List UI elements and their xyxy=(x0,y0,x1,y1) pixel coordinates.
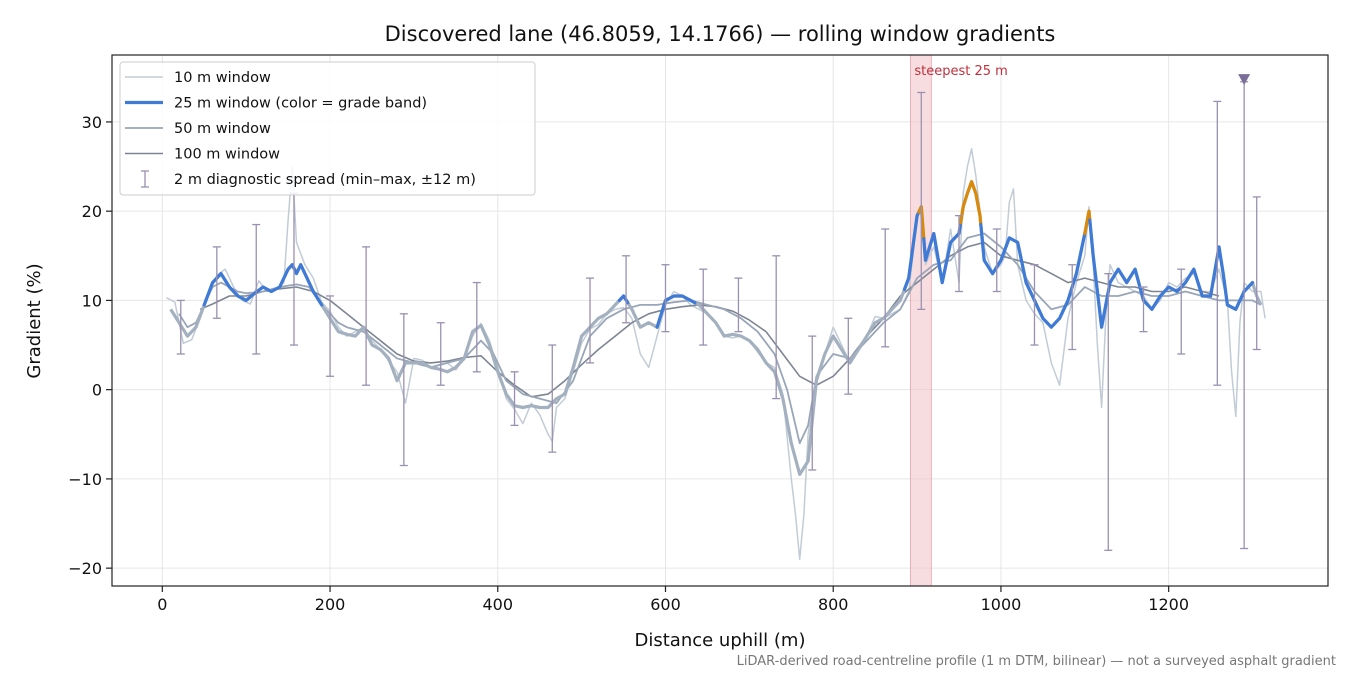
errorbar xyxy=(252,223,261,355)
errorbar xyxy=(955,214,964,293)
legend-label: 2 m diagnostic spread (min–max, ±12 m) xyxy=(174,172,476,188)
steepest-highlight: steepest 25 m xyxy=(909,54,1008,587)
errorbar xyxy=(289,192,298,346)
series-25m-band xyxy=(1083,209,1092,236)
x-tick-label: 1200 xyxy=(1148,595,1189,614)
series-25m-band xyxy=(979,223,1087,329)
errorbar xyxy=(1213,100,1222,386)
errorbar xyxy=(212,246,221,319)
x-tick-label: 400 xyxy=(482,595,513,614)
errorbar xyxy=(917,91,926,310)
errorbar xyxy=(699,268,708,346)
errorbar xyxy=(1177,268,1186,355)
errorbar xyxy=(1252,196,1261,351)
errorbar xyxy=(176,299,185,355)
errorbar xyxy=(992,228,1001,293)
errorbar xyxy=(772,255,781,400)
y-tick-label: −20 xyxy=(68,559,102,578)
footnote: LiDAR-derived road-centreline profile (1… xyxy=(737,654,1336,669)
errorbar xyxy=(881,228,890,348)
y-tick-label: 20 xyxy=(82,202,102,221)
steepest-label: steepest 25 m xyxy=(914,64,1007,79)
series-25m-band xyxy=(202,263,324,307)
legend-item-err: 2 m diagnostic spread (min–max, ±12 m) xyxy=(141,170,476,188)
errorbar xyxy=(472,281,481,373)
errorbar xyxy=(362,246,371,386)
y-tick-label: −10 xyxy=(68,470,102,489)
errorbar xyxy=(436,322,445,386)
errorbar xyxy=(586,277,595,364)
errorbar xyxy=(1104,272,1113,551)
errorbar xyxy=(734,277,743,333)
errorbar xyxy=(622,255,631,324)
legend-label: 100 m window xyxy=(174,147,280,163)
axes: 0 200 400 600 800 1000 1200 −20 −10 0 10 20 30 xyxy=(68,54,1329,614)
errorbar xyxy=(548,344,557,453)
x-tick-label: 200 xyxy=(315,595,346,614)
errorbar xyxy=(661,264,670,333)
legend-box xyxy=(119,61,536,196)
legend-item-w100: 100 m window xyxy=(125,147,280,163)
errorbar xyxy=(326,295,335,377)
legend-label: 10 m window xyxy=(174,70,271,86)
series-25m-line xyxy=(169,180,1263,476)
chart-title: Discovered lane (46.8059, 14.1766) — rol… xyxy=(385,22,1056,46)
x-tick-label: 0 xyxy=(157,595,167,614)
errorbar xyxy=(808,335,817,471)
x-axis-label: Distance uphill (m) xyxy=(635,630,806,651)
errorbar xyxy=(510,371,519,427)
y-tick-label: 30 xyxy=(82,113,102,132)
errorbar xyxy=(1068,264,1077,351)
legend-label: 25 m window (color = grade band) xyxy=(174,96,427,112)
triangle-down-marker xyxy=(1238,74,1251,86)
y-axis-label: Gradient (%) xyxy=(24,263,45,378)
grid xyxy=(112,55,1328,586)
x-tick-label: 800 xyxy=(818,595,849,614)
series-25m-band xyxy=(655,294,697,329)
legend: 10 m window 25 m window (color = grade ba… xyxy=(119,61,536,196)
series-10m-line xyxy=(166,147,1266,560)
legend-item-w50: 50 m window xyxy=(125,121,271,137)
errorbars xyxy=(176,74,1261,551)
errorbar xyxy=(399,313,408,467)
series-100m-line xyxy=(199,241,1220,398)
plot-frame xyxy=(111,54,1329,587)
errorbar xyxy=(1139,286,1148,333)
errorbar xyxy=(844,317,853,395)
x-tick-label: 600 xyxy=(650,595,681,614)
series-lines xyxy=(166,147,1266,560)
errorbar xyxy=(1030,264,1039,346)
series-25m-band xyxy=(1088,218,1255,329)
y-tick-label: 0 xyxy=(92,381,102,400)
x-tick-label: 1000 xyxy=(981,595,1022,614)
series-25m-band xyxy=(902,210,921,291)
legend-item-w10: 10 m window xyxy=(125,70,271,86)
legend-item-w25: 25 m window (color = grade band) xyxy=(125,96,427,112)
series-25m-band xyxy=(959,180,983,227)
series-50m-line xyxy=(178,232,1262,445)
y-tick-label: 10 xyxy=(82,291,102,310)
legend-label: 50 m window xyxy=(174,121,271,137)
